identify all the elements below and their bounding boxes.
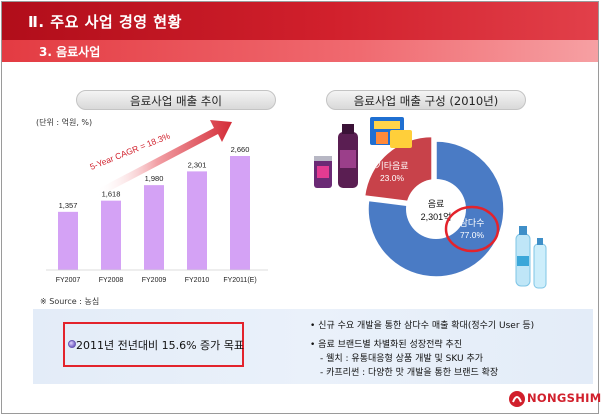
slice-value-other: 23.0% <box>380 173 405 183</box>
strategy-item: • 신규 수요 개발을 통한 삼다수 매출 확대(정수기 User 등) <box>310 321 535 331</box>
nongshim-logo-icon <box>509 391 525 407</box>
section-title: 3. 음료사업 <box>39 45 101 59</box>
bar-fy2009 <box>144 185 164 270</box>
strategy-subitem: - 카프리썬 : 다양한 맛 개발을 통한 브랜드 확장 <box>320 368 499 378</box>
bar-chart-title: 음료사업 매출 추이 <box>76 90 276 110</box>
target-box <box>63 322 244 367</box>
subheader-bar: 3. 음료사업 <box>2 40 598 62</box>
highlight-circle <box>444 205 500 253</box>
x-tick-label: FY2009 <box>142 277 167 284</box>
water-bottle-icon <box>515 226 547 289</box>
cagr-arrow <box>96 120 232 196</box>
bar-value-label: 1,980 <box>145 174 164 183</box>
page-title: Ⅱ. 주요 사업 경영 현황 <box>28 13 182 31</box>
pie-center-label: 음료 <box>428 199 445 209</box>
pie-center-value: 2,301억 <box>421 211 452 222</box>
brand-name: NONGSHIM <box>527 391 602 405</box>
slice-label-main: 삼다수 <box>460 218 485 228</box>
x-tick-label: FY2008 <box>99 277 124 284</box>
x-tick-label: FY2011(E) <box>223 277 256 284</box>
grape-bottle-icon <box>338 124 358 188</box>
bar-value-label: 1,357 <box>59 201 78 210</box>
slice-label-other: 기타음료 <box>375 161 408 171</box>
pie-chart-title: 음료사업 매출 구성 (2010년) <box>326 90 526 110</box>
strategy-subitem: - 웰치 : 유통대응형 상품 개발 및 SKU 추가 <box>320 354 484 364</box>
x-tick-label: FY2010 <box>185 277 210 284</box>
bar-chart: 5-Year CAGR = 18.3% 1,357 FY2007 1,618 FY20… <box>46 120 268 284</box>
header-bar: Ⅱ. 주요 사업 경영 현황 <box>2 2 598 40</box>
bar-fy2010 <box>187 171 207 270</box>
grape-can-icon <box>314 156 332 188</box>
cagr-label: 5-Year CAGR = 18.3% <box>88 130 171 171</box>
bar-value-label: 1,618 <box>102 190 121 199</box>
x-tick-label: FY2007 <box>56 277 81 284</box>
bar-fy2011e <box>230 156 250 270</box>
unit-label: (단위 : 억원, %) <box>36 118 93 127</box>
bar-fy2008 <box>101 200 121 270</box>
strategy-item: • 음료 브랜드별 차별화된 성장전략 추진 <box>310 340 463 350</box>
bar-value-label: 2,660 <box>231 145 250 154</box>
bullet-icon <box>68 340 76 348</box>
pie-slice-samdasu <box>367 140 505 278</box>
juice-box-icon <box>370 117 412 148</box>
bar-fy2007 <box>58 211 78 270</box>
bar-value-label: 2,301 <box>188 160 207 169</box>
slice-value-main: 77.0% <box>460 230 485 240</box>
donut-chart: 음료 2,301억 기타음료 23.0% 삼다수 77.0% <box>314 117 547 289</box>
target-text: 2011년 전년대비 15.6% 증가 목표 <box>76 339 245 352</box>
source-note: ※ Source : 농심 <box>40 297 100 306</box>
summary-panel <box>33 309 593 384</box>
